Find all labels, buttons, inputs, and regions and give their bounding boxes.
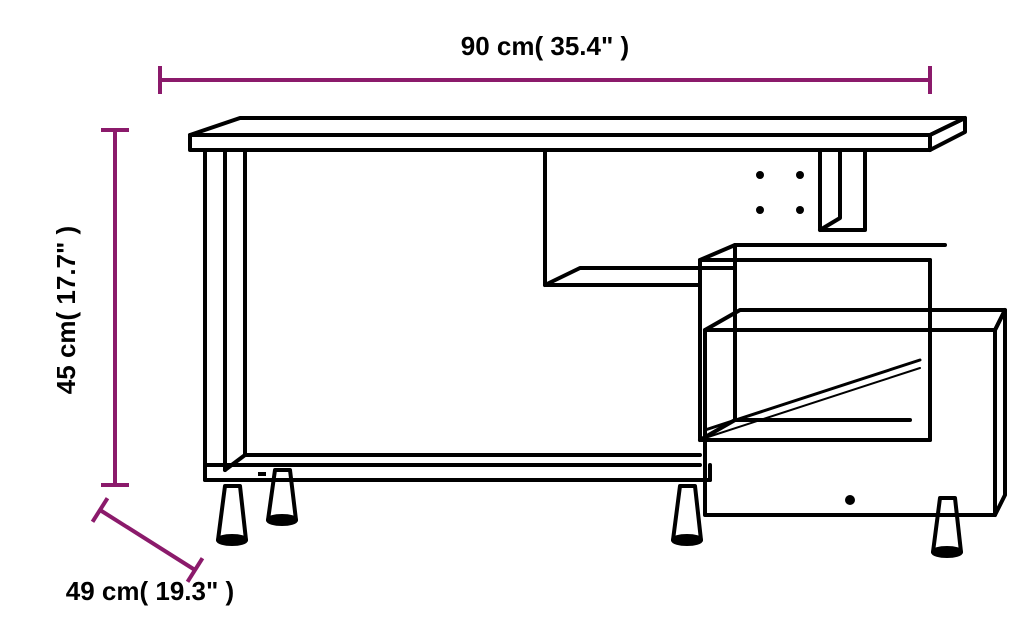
diagram-canvas: 90 cm( 35.4" ) 45 cm( 17.7" ) 49 cm( 19.…: [0, 0, 1013, 624]
dimension-depth: [93, 498, 203, 582]
width-label: 90 cm( 35.4" ): [461, 31, 629, 61]
depth-label: 49 cm( 19.3" ): [66, 576, 234, 606]
dimension-width: [160, 66, 930, 94]
dimension-height: [101, 130, 129, 485]
furniture-drawing: [190, 118, 1005, 556]
height-label: 45 cm( 17.7" ): [51, 226, 81, 394]
dimension-lines: [93, 66, 930, 582]
